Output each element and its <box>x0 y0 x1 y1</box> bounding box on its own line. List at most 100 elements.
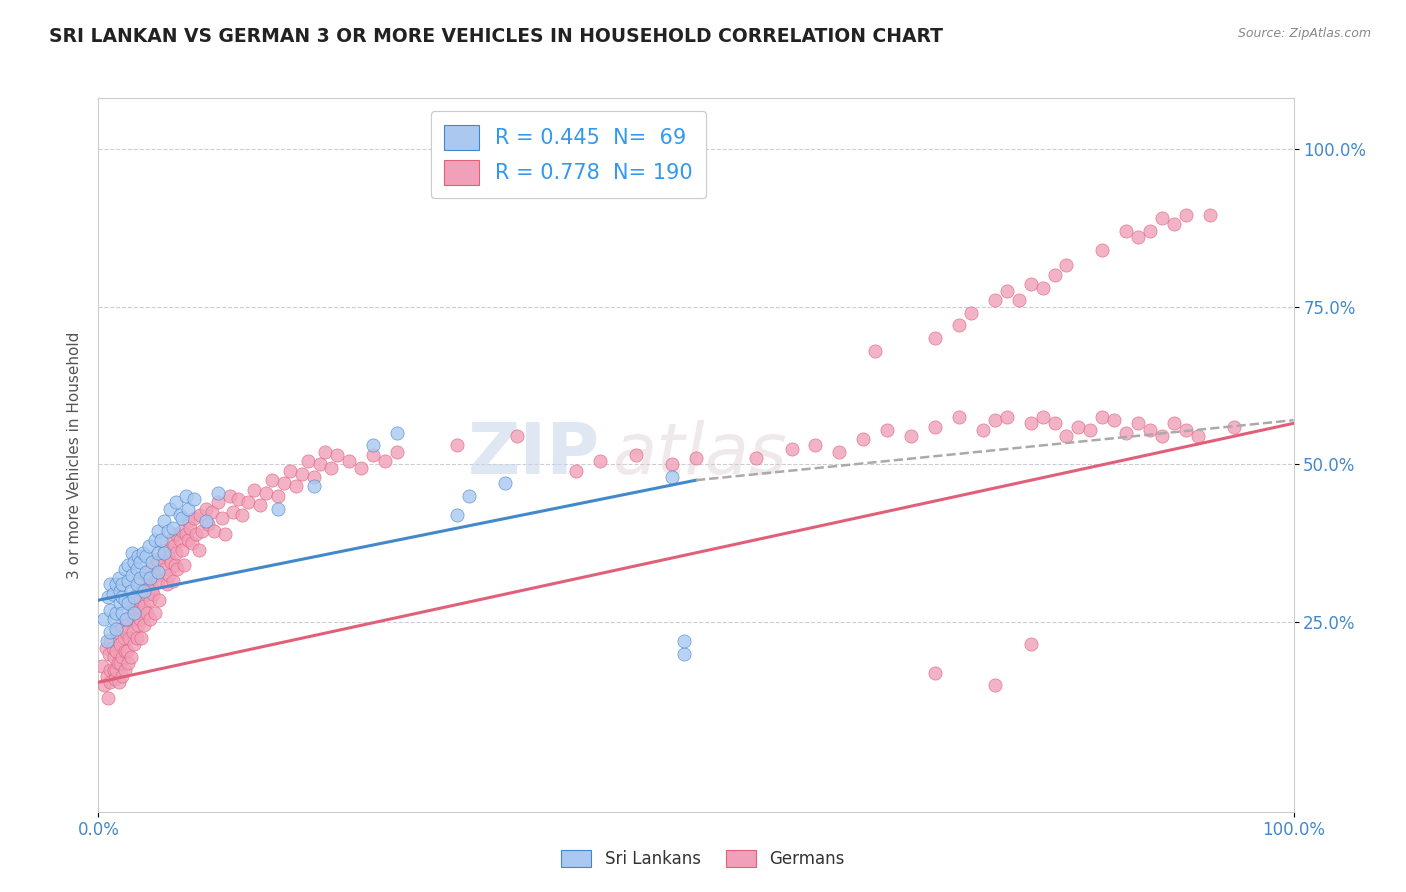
Point <box>111 650 134 665</box>
Point <box>105 624 128 639</box>
Point <box>115 643 138 657</box>
Y-axis label: 3 or more Vehicles in Household: 3 or more Vehicles in Household <box>66 331 82 579</box>
Point <box>174 489 197 503</box>
Point <box>124 590 146 604</box>
Point <box>111 590 134 604</box>
Point <box>1056 429 1078 443</box>
Point <box>828 444 851 458</box>
Point <box>201 505 224 519</box>
Point <box>131 546 153 560</box>
Point <box>211 511 233 525</box>
Point <box>111 669 134 683</box>
Point <box>1043 417 1066 431</box>
Point <box>177 514 200 528</box>
Point <box>1187 429 1209 443</box>
Point <box>132 618 155 632</box>
Legend: R = 0.445  N=  69, R = 0.778  N= 190: R = 0.445 N= 69, R = 0.778 N= 190 <box>430 112 706 198</box>
Point <box>174 526 197 541</box>
Point <box>143 533 166 548</box>
Point <box>177 533 200 548</box>
Point <box>162 574 184 589</box>
Point <box>139 561 162 575</box>
Point <box>685 451 707 466</box>
Point <box>1128 230 1150 244</box>
Point <box>1152 211 1174 226</box>
Point <box>339 454 361 468</box>
Point <box>139 593 162 607</box>
Point <box>1067 419 1090 434</box>
Point <box>202 524 225 538</box>
Point <box>153 546 176 560</box>
Point <box>948 318 970 333</box>
Text: ZIP: ZIP <box>468 420 600 490</box>
Point <box>924 419 946 434</box>
Point <box>865 343 887 358</box>
Point <box>195 501 218 516</box>
Point <box>1056 259 1078 273</box>
Point <box>1199 208 1222 222</box>
Point <box>226 492 249 507</box>
Point <box>108 596 131 610</box>
Point <box>127 599 149 614</box>
Point <box>115 612 138 626</box>
Point <box>302 470 325 484</box>
Point <box>249 499 271 513</box>
Point <box>98 675 122 690</box>
Point <box>186 526 208 541</box>
Point <box>101 587 124 601</box>
Point <box>363 448 385 462</box>
Point <box>1019 417 1042 431</box>
Point <box>267 501 290 516</box>
Point <box>626 448 648 462</box>
Point <box>924 331 946 345</box>
Point <box>195 514 218 528</box>
Point <box>1080 423 1102 437</box>
Point <box>121 546 143 560</box>
Point <box>876 423 898 437</box>
Point <box>117 612 139 626</box>
Point <box>124 596 146 610</box>
Point <box>1175 423 1198 437</box>
Point <box>159 533 181 548</box>
Point <box>121 568 143 582</box>
Point <box>385 444 409 458</box>
Point <box>183 511 205 525</box>
Point <box>1128 417 1150 431</box>
Point <box>231 508 253 522</box>
Point <box>222 505 245 519</box>
Point <box>111 606 134 620</box>
Point <box>173 558 195 573</box>
Point <box>141 555 163 569</box>
Point <box>163 540 186 554</box>
Point <box>166 561 188 575</box>
Point <box>98 577 122 591</box>
Point <box>1139 224 1161 238</box>
Point <box>972 423 994 437</box>
Point <box>98 602 122 616</box>
Point <box>105 622 128 636</box>
Point <box>673 634 696 648</box>
Point <box>115 624 138 639</box>
Point <box>326 448 349 462</box>
Point <box>135 571 157 585</box>
Point <box>661 470 683 484</box>
Point <box>148 565 170 579</box>
Point <box>98 647 121 661</box>
Point <box>142 568 165 582</box>
Point <box>278 464 301 478</box>
Point <box>148 574 170 589</box>
Point <box>1104 413 1126 427</box>
Point <box>129 612 152 626</box>
Point <box>995 410 1018 425</box>
Point <box>254 485 277 500</box>
Point <box>138 540 160 554</box>
Point <box>125 561 148 575</box>
Point <box>148 555 170 569</box>
Point <box>315 444 337 458</box>
Point <box>350 460 373 475</box>
Point <box>132 599 155 614</box>
Point <box>1019 637 1042 651</box>
Point <box>131 581 153 595</box>
Point <box>1139 423 1161 437</box>
Point <box>145 552 167 566</box>
